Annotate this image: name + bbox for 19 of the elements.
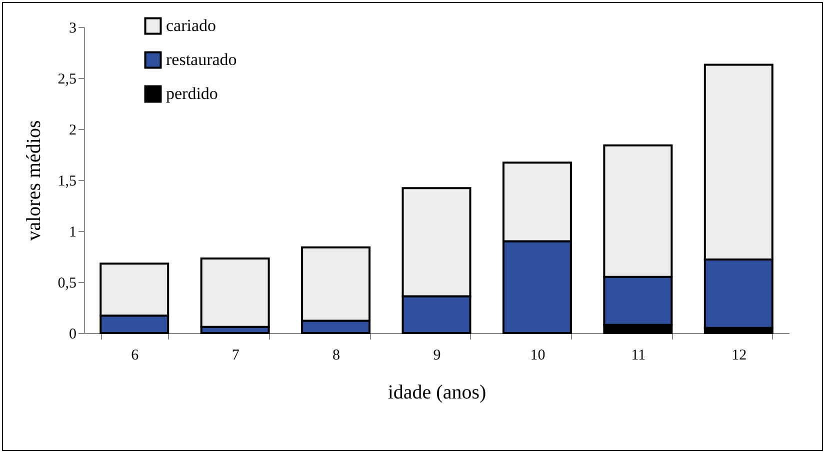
y-tick-label: 2,5 [58,72,76,88]
x-tick-label: 9 [433,348,441,364]
x-tick-label: 10 [530,348,546,364]
y-axis-title: valores médios [22,120,45,241]
y-tick-label: 3 [69,20,76,36]
y-tick-label: 2 [69,122,76,138]
x-tick-label: 6 [131,348,140,364]
legend-label: cariado [166,16,216,35]
x-tick-label: 12 [732,348,747,364]
y-tick-label: 0 [69,326,76,342]
x-tick-label: 7 [232,348,240,364]
x-tick-label: 11 [631,348,646,364]
legend-label: perdido [166,84,218,103]
x-axis-title: idade (anos) [388,382,486,404]
legend-label: restaurado [166,50,237,69]
y-tick-label: 0,5 [58,276,76,292]
y-tick-label: 1,5 [58,174,76,190]
x-tick-label: 8 [332,348,340,364]
y-tick-label: 1 [69,224,76,240]
